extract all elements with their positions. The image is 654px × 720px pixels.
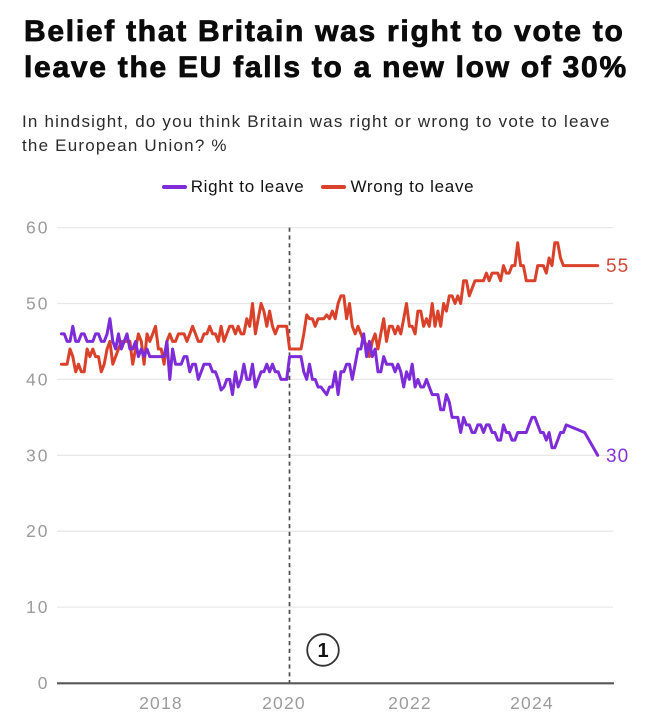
svg-text:30: 30 <box>26 445 49 465</box>
svg-text:40: 40 <box>26 369 49 389</box>
svg-text:60: 60 <box>26 218 49 238</box>
svg-text:20: 20 <box>26 521 49 541</box>
svg-text:2022: 2022 <box>388 693 432 713</box>
svg-text:1: 1 <box>317 640 328 662</box>
svg-text:30: 30 <box>606 446 629 467</box>
svg-text:2024: 2024 <box>510 693 554 713</box>
svg-text:55: 55 <box>606 256 629 277</box>
svg-text:2018: 2018 <box>139 693 183 713</box>
svg-text:50: 50 <box>26 294 49 314</box>
svg-text:2020: 2020 <box>262 693 306 713</box>
svg-text:0: 0 <box>38 673 50 693</box>
svg-text:10: 10 <box>26 597 49 617</box>
